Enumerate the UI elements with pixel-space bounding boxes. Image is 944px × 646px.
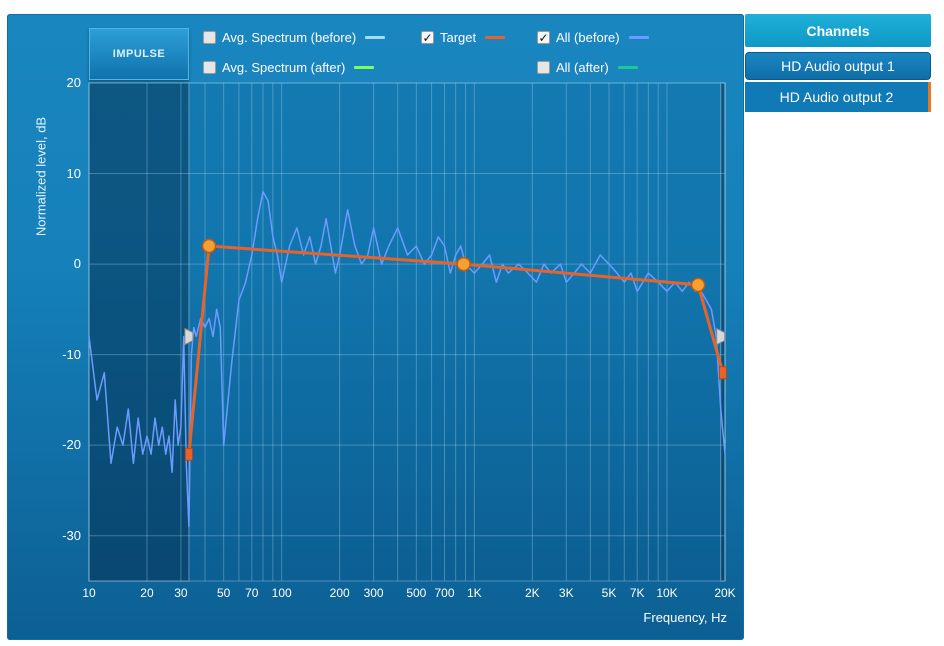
checkbox-avg-spectrum-before[interactable] (203, 31, 216, 44)
impulse-button[interactable]: IMPULSE (89, 28, 189, 80)
legend-avg-spectrum-after[interactable]: Avg. Spectrum (after) (203, 60, 375, 75)
x-tick-label: 1K (466, 586, 482, 600)
legend-label: Target (440, 30, 477, 45)
x-tick-label: 7K (629, 586, 645, 600)
target-control-point[interactable] (456, 256, 471, 272)
legend-swatch (354, 66, 375, 69)
y-tick-label: -20 (62, 437, 81, 453)
target-end-handle[interactable] (718, 366, 727, 380)
eq-chart-panel: IMPULSE Avg. Spectrum (before) ✓ Target … (7, 14, 744, 640)
x-tick-label: 3K (558, 586, 574, 600)
x-tick-label: 30 (174, 586, 188, 600)
legend-avg-spectrum-before[interactable]: Avg. Spectrum (before) (203, 30, 386, 45)
x-tick-label: 10 (82, 586, 96, 600)
legend-swatch (617, 66, 638, 69)
checkbox-target[interactable]: ✓ (421, 30, 434, 45)
x-tick-label: 20 (140, 586, 154, 600)
series-all-before-line (88, 190, 726, 528)
checkbox-avg-spectrum-after[interactable] (203, 61, 216, 74)
x-axis-title: Frequency, Hz (643, 610, 727, 625)
legend-swatch (485, 36, 506, 39)
impulse-label: IMPULSE (112, 48, 166, 60)
x-tick-label: 200 (329, 586, 350, 600)
channel-item-hd-audio-output-2[interactable]: HD Audio output 2 (745, 82, 931, 112)
legend-label: Avg. Spectrum (after) (222, 60, 346, 75)
checkbox-all-after[interactable] (537, 61, 550, 74)
x-tick-label: 700 (434, 586, 455, 600)
legend-swatch (628, 36, 649, 39)
x-tick-label: 70 (245, 586, 259, 600)
legend-all-before[interactable]: ✓ All (before) (537, 30, 649, 45)
legend-swatch (365, 36, 386, 39)
target-control-point[interactable] (690, 277, 706, 293)
range-grip-handle[interactable] (716, 327, 726, 346)
y-tick-label: 20 (66, 75, 81, 90)
y-tick-label: 0 (73, 256, 81, 272)
channel-item-hd-audio-output-1[interactable]: HD Audio output 1 (745, 52, 931, 80)
y-tick-label: 10 (66, 165, 81, 181)
legend-label: Avg. Spectrum (before) (222, 30, 357, 45)
channels-panel: Channels HD Audio output 1 HD Audio outp… (745, 14, 931, 112)
x-tick-label: 10K (656, 586, 678, 600)
y-tick-label: -30 (62, 527, 81, 543)
legend-label: All (before) (556, 30, 620, 45)
legend-target[interactable]: ✓ Target (421, 30, 506, 45)
x-tick-label: 50 (216, 586, 231, 600)
x-tick-label: 20K (714, 586, 736, 600)
legend-all-after[interactable]: All (after) (537, 60, 638, 75)
target-end-handle[interactable] (184, 447, 193, 461)
target-control-point[interactable] (201, 238, 217, 254)
x-tick-label: 300 (363, 586, 384, 600)
checkbox-all-before[interactable]: ✓ (537, 30, 550, 45)
x-tick-label: 2K (524, 586, 540, 600)
legend-label: All (after) (556, 60, 609, 75)
excluded-range (88, 82, 190, 582)
frequency-response-chart[interactable] (7, 14, 744, 640)
y-tick-label: -10 (62, 346, 81, 362)
x-tick-label: 500 (406, 586, 427, 600)
channels-header: Channels (745, 14, 931, 47)
x-tick-label: 5K (601, 586, 617, 600)
x-tick-label: 100 (271, 586, 292, 600)
range-grip-handle[interactable] (184, 327, 194, 346)
